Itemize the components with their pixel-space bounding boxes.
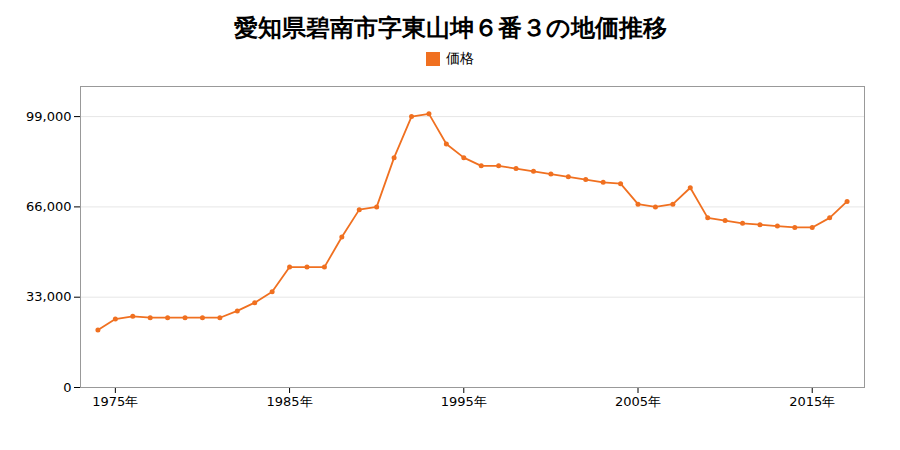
svg-text:1985年: 1985年: [267, 394, 313, 409]
html-text:価格: 価格: [446, 50, 474, 66]
html-text:愛知県碧南市字東山坤６番３の地価推移: 愛知県碧南市字東山坤６番３の地価推移: [233, 14, 667, 42]
svg-text:33,000: 33,000: [26, 289, 72, 304]
svg-text:66,000: 66,000: [26, 199, 72, 214]
svg-text:1995年: 1995年: [441, 394, 487, 409]
svg-text:99,000: 99,000: [26, 109, 72, 124]
svg-text:1975年: 1975年: [92, 394, 138, 409]
svg-text:2005年: 2005年: [615, 394, 661, 409]
svg-text:0: 0: [63, 380, 71, 395]
svg-text:2015年: 2015年: [789, 394, 835, 409]
